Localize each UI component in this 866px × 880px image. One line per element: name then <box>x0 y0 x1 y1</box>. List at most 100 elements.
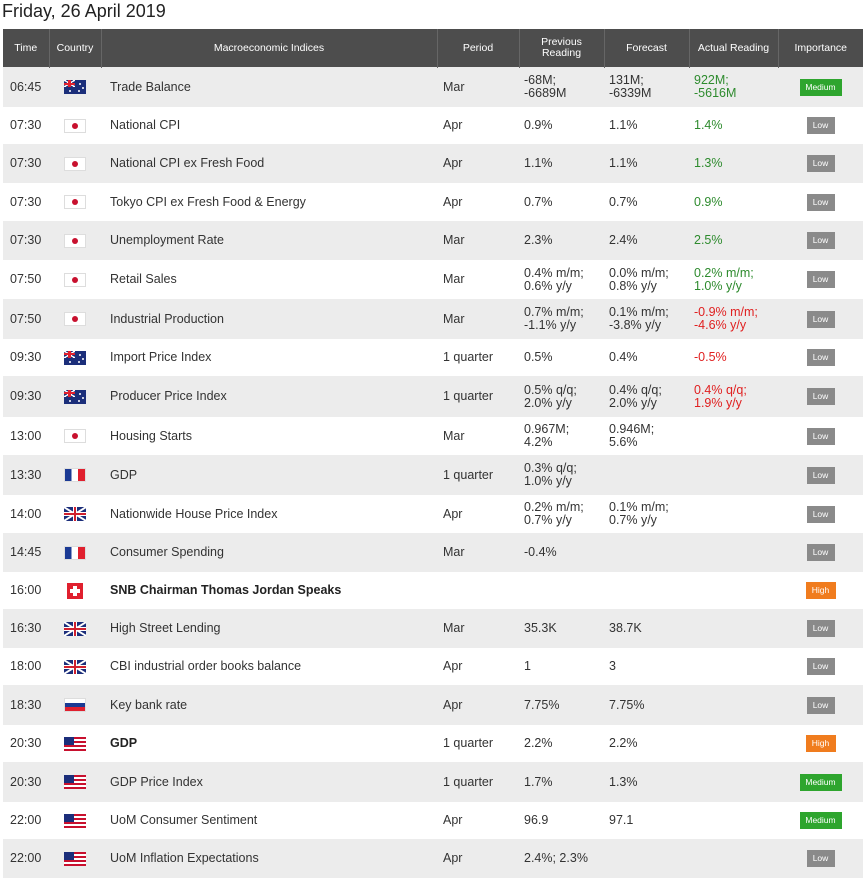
event-time: 07:50 <box>3 259 49 300</box>
event-time: 20:30 <box>3 762 49 802</box>
table-row[interactable]: 18:30 Key bank rate Apr 7.75% 7.75% Low <box>3 685 863 725</box>
table-row[interactable]: 16:30 High Street Lending Mar 35.3K 38.7K Low <box>3 609 863 648</box>
forecast-value: 3 <box>604 647 689 686</box>
forecast-value <box>604 571 689 610</box>
event-time: 16:30 <box>3 609 49 648</box>
indicator-name[interactable]: Producer Price Index <box>101 376 437 417</box>
table-row[interactable]: 14:00 Nationwide House Price Index Apr 0.2%… <box>3 494 863 534</box>
previous-value: 2.4%; 2.3% <box>524 851 588 866</box>
event-period: Apr <box>437 182 519 222</box>
actual-reading: 1.3% <box>689 144 778 183</box>
importance-badge: Low <box>806 117 835 134</box>
indicator-name[interactable]: GDP <box>101 724 437 763</box>
header-actual[interactable]: Actual Reading <box>689 29 779 68</box>
header-previous-line1: Previous <box>541 36 582 48</box>
table-row[interactable]: 13:30 GDP 1 quarter 0.3% q/q; 1.0% y/y Low <box>3 455 863 495</box>
indicator-name[interactable]: Nationwide House Price Index <box>101 494 437 534</box>
indicator-name[interactable]: Tokyo CPI ex Fresh Food & Energy <box>101 182 437 222</box>
previous-value: -68M; <box>524 73 556 87</box>
indicator-name[interactable]: Housing Starts <box>101 416 437 456</box>
actual-reading <box>689 494 778 534</box>
actual-reading: 1.4% <box>689 106 778 145</box>
country-cell <box>49 67 101 107</box>
event-period: Mar <box>437 533 519 572</box>
previous-reading: 0.5% <box>519 338 604 377</box>
table-row[interactable]: 09:30 Import Price Index 1 quarter 0.5% 0.4%… <box>3 338 863 377</box>
table-row[interactable]: 09:30 Producer Price Index 1 quarter 0.5% q… <box>3 376 863 417</box>
indicator-name[interactable]: GDP Price Index <box>101 762 437 802</box>
importance-cell: High <box>778 724 863 763</box>
actual-reading: 2.5% <box>689 221 778 260</box>
previous-reading: 0.3% q/q; 1.0% y/y <box>519 455 604 495</box>
importance-badge: Low <box>806 620 835 637</box>
table-row[interactable]: 14:45 Consumer Spending Mar -0.4% Low <box>3 533 863 572</box>
forecast-line: 1.1% <box>609 118 638 132</box>
actual-value: 1.4% <box>694 118 723 132</box>
indicator-name[interactable]: Trade Balance <box>101 67 437 107</box>
importance-badge: Low <box>806 850 835 868</box>
previous-value: 0.7% m/m; <box>524 305 584 319</box>
forecast-value: 1.1% <box>604 106 689 145</box>
table-row[interactable]: 20:30 GDP Price Index 1 quarter 1.7% 1.3% Med… <box>3 762 863 802</box>
event-period: Apr <box>437 839 519 878</box>
header-forecast[interactable]: Forecast <box>604 29 690 68</box>
indicator-name[interactable]: UoM Inflation Expectations <box>101 839 437 878</box>
previous-value: 0.7% <box>524 194 553 209</box>
table-row[interactable]: 22:00 UoM Consumer Sentiment Apr 96.9 97.1 Me… <box>3 801 863 840</box>
previous-value: -1.1% y/y <box>524 318 577 332</box>
importance-cell: Low <box>778 647 863 686</box>
table-row[interactable]: 20:30 GDP 1 quarter 2.2% 2.2% High <box>3 724 863 763</box>
indicator-name[interactable]: Unemployment Rate <box>101 221 437 260</box>
country-cell <box>49 144 101 183</box>
table-row[interactable]: 07:30 Tokyo CPI ex Fresh Food & Energy Apr… <box>3 182 863 222</box>
indicator-name[interactable]: Consumer Spending <box>101 533 437 572</box>
header-period[interactable]: Period <box>437 29 520 68</box>
usa-flag-icon <box>64 736 86 751</box>
forecast-line: 2.2% <box>609 736 638 750</box>
previous-value: 2.0% y/y <box>524 395 572 410</box>
header-importance[interactable]: Importance <box>778 29 863 68</box>
previous-value: 0.4% m/m; <box>524 265 584 280</box>
economic-calendar-table: Time Country Macroeconomic Indices Perio… <box>3 29 863 878</box>
header-indices[interactable]: Macroeconomic Indices <box>101 29 438 68</box>
usa-flag-icon <box>64 851 86 866</box>
uk-flag-icon <box>64 507 86 521</box>
header-previous[interactable]: Previous Reading <box>519 29 605 68</box>
table-row[interactable]: 07:30 Unemployment Rate Mar 2.3% 2.4% 2.5% Low <box>3 221 863 260</box>
event-period: Apr <box>437 106 519 145</box>
previous-reading: 1.1% <box>519 144 604 183</box>
indicator-name[interactable]: CBI industrial order books balance <box>101 647 437 686</box>
country-cell <box>49 685 101 725</box>
indicator-name[interactable]: UoM Consumer Sentiment <box>101 801 437 840</box>
table-row[interactable]: 16:00 SNB Chairman Thomas Jordan Speaks Hi… <box>3 571 863 610</box>
table-row[interactable]: 13:00 Housing Starts Mar 0.967M; 4.2% 0.946M;… <box>3 416 863 456</box>
previous-reading: -0.4% <box>519 533 604 572</box>
indicator-name[interactable]: Industrial Production <box>101 299 437 339</box>
indicator-name[interactable]: National CPI ex Fresh Food <box>101 144 437 183</box>
table-row[interactable]: 06:45 Trade Balance Mar -68M; -6689M 131M; -63… <box>3 67 863 107</box>
importance-cell: High <box>778 571 863 610</box>
table-row[interactable]: 07:50 Industrial Production Mar 0.7% m/m; -1… <box>3 299 863 339</box>
table-row[interactable]: 07:30 National CPI Apr 0.9% 1.1% 1.4% Low <box>3 106 863 145</box>
indicator-name[interactable]: Retail Sales <box>101 259 437 300</box>
actual-value: -0.5% <box>694 350 727 364</box>
actual-reading <box>689 533 778 572</box>
importance-badge: High <box>805 582 836 599</box>
indicator-name[interactable]: Key bank rate <box>101 685 437 725</box>
indicator-name[interactable]: Import Price Index <box>101 338 437 377</box>
table-row[interactable]: 07:50 Retail Sales Mar 0.4% m/m; 0.6% y/y 0.0… <box>3 259 863 300</box>
table-row[interactable]: 07:30 National CPI ex Fresh Food Apr 1.1% 1.… <box>3 144 863 183</box>
forecast-value <box>604 839 689 878</box>
indicator-name[interactable]: SNB Chairman Thomas Jordan Speaks <box>101 571 437 610</box>
table-row[interactable]: 22:00 UoM Inflation Expectations Apr 2.4%; … <box>3 839 863 878</box>
indicator-name[interactable]: High Street Lending <box>101 609 437 648</box>
header-country[interactable]: Country <box>49 29 102 68</box>
switzerland-flag-icon <box>67 582 83 599</box>
table-row[interactable]: 18:00 CBI industrial order books balance A… <box>3 647 863 686</box>
header-time[interactable]: Time <box>3 29 50 68</box>
actual-reading <box>689 571 778 610</box>
country-cell <box>49 221 101 260</box>
indicator-name[interactable]: GDP <box>101 455 437 495</box>
importance-cell: Low <box>778 533 863 572</box>
indicator-name[interactable]: National CPI <box>101 106 437 145</box>
